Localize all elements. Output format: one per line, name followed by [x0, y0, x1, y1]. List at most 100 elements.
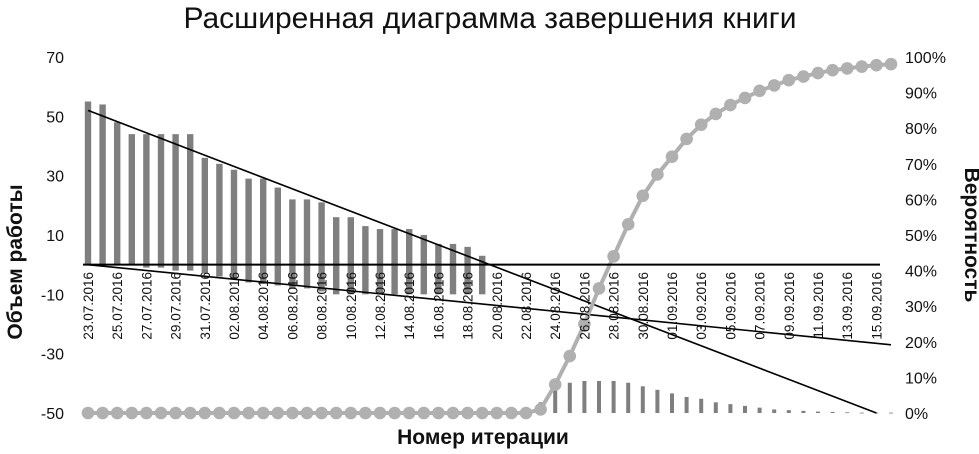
distribution-bar [640, 386, 645, 413]
work-bar [362, 226, 369, 295]
probability-marker [797, 70, 810, 83]
right-tick-label: 30% [905, 299, 937, 316]
distribution-bar [845, 412, 850, 414]
work-bar [157, 134, 165, 268]
work-bar [230, 169, 238, 280]
trend-line-lower [87, 263, 892, 346]
left-tick-label: 10 [46, 228, 64, 245]
work-bar [347, 217, 354, 295]
x-tick-label: 31.07.2016 [198, 272, 213, 340]
distribution-bar [597, 380, 601, 413]
distribution-bar [801, 410, 806, 413]
distribution-bar [567, 382, 572, 413]
x-tick-label: 07.09.2016 [753, 272, 768, 340]
probability-marker [329, 406, 343, 420]
right-tick-label: 50% [905, 228, 937, 245]
right-tick-label: 40% [905, 264, 937, 281]
x-tick-label: 22.08.2016 [519, 272, 534, 340]
probability-marker [81, 406, 95, 420]
probability-line [88, 62, 892, 415]
x-tick-label: 24.08.2016 [548, 272, 563, 340]
probability-marker [475, 406, 489, 420]
work-bar [245, 178, 252, 283]
left-tick-label: -50 [41, 406, 64, 423]
x-tick-label: 26.08.2016 [577, 272, 592, 340]
x-tick-label: 18.08.2016 [461, 272, 476, 340]
right-tick-label: 100% [905, 50, 946, 67]
x-tick-label: 20.08.2016 [490, 272, 505, 340]
work-bar [435, 243, 442, 295]
probability-marker [256, 406, 270, 420]
work-bar [114, 122, 121, 265]
probability-marker [680, 132, 693, 146]
right-tick-label: 90% [905, 86, 937, 103]
probability-marker [607, 250, 620, 263]
right-tick-label: 0% [905, 406, 928, 423]
work-bar [391, 229, 398, 295]
x-tick-label: 02.08.2016 [227, 272, 242, 340]
work-bar [449, 243, 457, 295]
x-tick-label: 06.08.2016 [285, 272, 300, 340]
left-tick-label: 30 [46, 169, 64, 186]
probability-marker [811, 66, 825, 80]
probability-marker [96, 406, 109, 420]
right-tick-label: 60% [905, 192, 937, 209]
probability-marker [826, 63, 839, 77]
work-bar [172, 134, 179, 271]
probability-marker [110, 406, 124, 420]
x-tick-label: 10.08.2016 [344, 272, 359, 340]
x-tick-label: 03.09.2016 [694, 272, 709, 340]
work-bar [99, 104, 106, 265]
distribution-bar [874, 412, 879, 414]
work-bar [84, 101, 92, 265]
x-tick-label: 11.09.2016 [811, 272, 826, 339]
distribution-bar [684, 396, 689, 413]
probability-marker [578, 317, 591, 331]
distribution-bar [655, 389, 660, 413]
probability-marker [724, 98, 737, 112]
trend-lines [87, 109, 892, 414]
probability-marker [592, 282, 606, 295]
left-tick-label: 50 [46, 109, 64, 126]
x-tick-label: 08.08.2016 [315, 272, 330, 340]
distribution-bar [582, 380, 587, 413]
x-tick-label: 16.08.2016 [431, 272, 446, 340]
probability-marker [388, 406, 401, 420]
x-axis-title: Номер итерации [397, 426, 569, 449]
probability-marker [373, 406, 387, 420]
work-bar [260, 178, 267, 283]
right-tick-label: 20% [905, 335, 937, 352]
probability-marker [651, 168, 664, 181]
x-tick-label: 13.09.2016 [840, 272, 855, 340]
distribution-bar [772, 409, 777, 413]
x-tick-label: 25.07.2016 [110, 272, 125, 340]
probability-marker [621, 218, 635, 231]
work-bar [201, 157, 208, 274]
probability-marker [738, 91, 752, 105]
probability-marker [154, 406, 168, 420]
probability-marker [169, 406, 182, 420]
work-bar [216, 163, 223, 277]
probability-marker [198, 406, 212, 420]
distribution-bar [830, 411, 835, 413]
probability-marker [402, 406, 416, 420]
work-bar [187, 134, 194, 271]
work-bars [84, 101, 893, 414]
work-bar [376, 229, 384, 295]
x-tick-label: 29.07.2016 [169, 272, 184, 340]
distribution-bar [889, 412, 893, 414]
probability-series [81, 57, 898, 420]
work-bar [333, 217, 340, 295]
probability-marker [213, 406, 226, 420]
probability-marker [534, 403, 547, 416]
trend-line-upper [87, 109, 877, 414]
right-tick-label: 10% [905, 370, 937, 387]
probability-marker [140, 406, 153, 420]
probability-marker [344, 406, 358, 420]
x-tick-label: 09.09.2016 [782, 272, 797, 340]
distribution-bar [743, 405, 747, 413]
probability-marker [242, 406, 255, 420]
probability-marker [286, 406, 299, 420]
